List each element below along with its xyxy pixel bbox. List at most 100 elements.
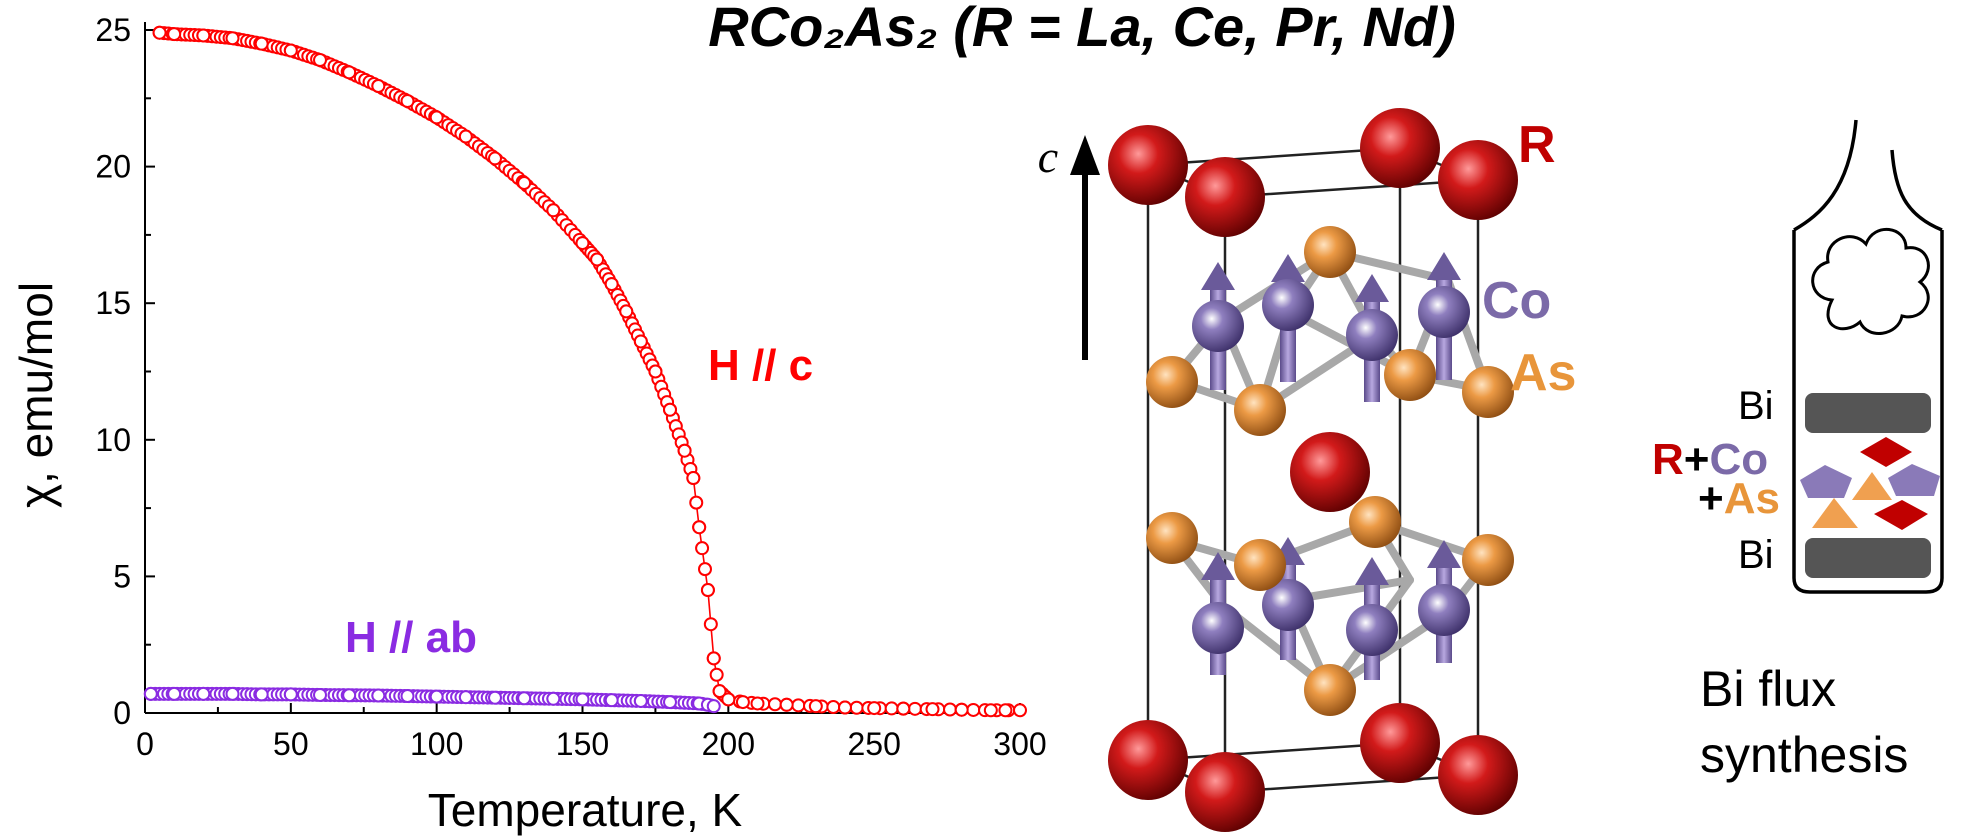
x-tick-label: 50 (273, 726, 309, 762)
y-tick-label: 0 (113, 695, 131, 731)
data-point (196, 686, 211, 701)
data-point (342, 65, 357, 80)
data-point (633, 693, 648, 708)
data-point (429, 110, 444, 125)
x-tick-label: 0 (136, 726, 154, 762)
data-point (768, 697, 782, 712)
reactant-r: R (1652, 435, 1684, 484)
r-atom (1360, 108, 1440, 188)
data-point (925, 702, 940, 717)
r-atoms (1108, 108, 1518, 832)
co-layer-lower (1192, 537, 1470, 680)
data-point (791, 698, 806, 713)
y-tick-label: 15 (95, 285, 131, 321)
data-point (167, 27, 182, 42)
as-atom (1304, 664, 1356, 716)
data-point (884, 701, 899, 716)
data-point (663, 402, 677, 417)
x-tick-label: 100 (410, 726, 463, 762)
quartz-wool-cloud (1811, 227, 1930, 335)
ampoule-neck (1793, 119, 1858, 232)
data-point (458, 129, 473, 144)
data-point (867, 701, 882, 716)
data-point (575, 236, 590, 251)
data-point (225, 686, 240, 701)
as-atom (1234, 384, 1286, 436)
data-point (458, 690, 473, 705)
data-point (706, 651, 721, 666)
reactant-plus: + (1684, 435, 1710, 484)
x-tick-labels: 0 50 100 150 200 250 300 (136, 726, 1047, 762)
data-point (575, 692, 590, 707)
data-point (590, 252, 605, 267)
ampoule-bottom (1792, 577, 1944, 594)
as-atom (1462, 534, 1514, 586)
c-axis-arrow-head (1070, 135, 1100, 175)
co-layer-upper (1192, 252, 1470, 402)
as-piece (1852, 472, 1892, 500)
series-label-h-c: H // c (708, 341, 813, 390)
data-point (709, 667, 724, 682)
bi-slab-bottom (1805, 538, 1931, 578)
data-point (689, 495, 704, 510)
as-atom (1462, 366, 1514, 418)
data-point (143, 686, 158, 701)
y-tick-labels: 0 5 10 15 20 25 (95, 12, 131, 731)
data-point (167, 686, 182, 701)
bi-label-top: Bi (1738, 384, 1774, 428)
data-point (313, 53, 327, 68)
r-atom (1290, 432, 1370, 512)
data-point (703, 617, 718, 632)
r-piece (1860, 437, 1912, 467)
data-point (225, 31, 240, 46)
figure-title: RCo₂As₂ (R = La, Ce, Pr, Nd) (708, 0, 1456, 58)
data-point (254, 687, 269, 702)
chart-axes (144, 22, 1021, 714)
co-atom (1262, 579, 1314, 631)
as-atoms (1146, 226, 1514, 716)
y-tick-label: 20 (95, 149, 131, 185)
data-point (954, 702, 969, 717)
data-point (779, 697, 794, 712)
co-piece (1800, 465, 1852, 498)
series-label-h-ab: H // ab (345, 613, 477, 662)
data-point (706, 699, 721, 714)
r-atom (1185, 752, 1265, 832)
r-atom (1438, 140, 1518, 220)
x-tick-label: 150 (556, 726, 609, 762)
r-atom (1185, 157, 1265, 237)
crystal-structure: c (1038, 108, 1576, 832)
as-atom (1349, 496, 1401, 548)
co-atom (1192, 300, 1244, 352)
data-point (633, 334, 648, 349)
data-point (686, 471, 701, 486)
series-h-parallel-ab (143, 686, 721, 714)
reactant-co: Co (1709, 435, 1768, 484)
label-r: R (1518, 116, 1556, 174)
data-point (619, 304, 634, 319)
y-axis-label: χ, emu/mol (10, 282, 62, 508)
data-point (517, 175, 532, 190)
data-point (604, 277, 619, 292)
series-h-parallel-c (152, 25, 1027, 718)
data-point (677, 443, 692, 458)
data-point (712, 684, 727, 699)
data-point (342, 688, 357, 703)
data-point (371, 688, 386, 703)
data-point (371, 79, 386, 94)
data-point (698, 562, 712, 577)
data-point (908, 701, 922, 716)
r-atom (1108, 125, 1188, 205)
r-piece (1874, 500, 1928, 530)
bi-flux-synthesis-schematic: Bi Bi R+Co +As Bi flux synthesis (1652, 119, 1944, 783)
label-co: Co (1482, 272, 1551, 330)
data-point (254, 36, 269, 51)
co-atom (1418, 584, 1470, 636)
data-point (735, 695, 750, 710)
c-axis-label: c (1038, 131, 1058, 182)
co-atom (1418, 286, 1470, 338)
data-point (721, 692, 736, 707)
as-atom (1304, 226, 1356, 278)
data-point (313, 687, 327, 702)
